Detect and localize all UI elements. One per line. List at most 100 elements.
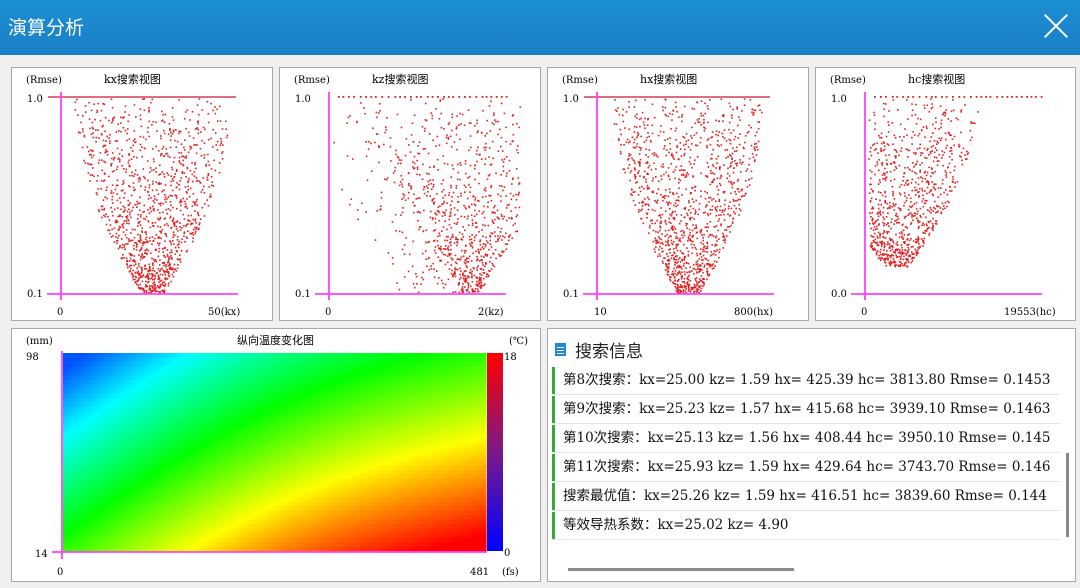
scatter-point <box>135 263 137 265</box>
scatter-point <box>436 193 438 195</box>
scatter-point <box>480 248 482 251</box>
scatter-point <box>192 201 195 203</box>
horizontal-scrollbar[interactable] <box>568 568 794 571</box>
scatter-point <box>751 153 754 155</box>
scatter-point <box>394 213 397 216</box>
scatter-point <box>722 232 724 235</box>
scatter-point <box>910 182 913 184</box>
scatter-point <box>652 177 655 180</box>
scatter-point <box>683 136 686 139</box>
scatter-point <box>113 227 116 229</box>
scatter-point <box>176 220 179 222</box>
scatter-point <box>890 255 892 257</box>
scatter-point <box>680 267 683 270</box>
scatter-point <box>482 247 485 250</box>
scatter-point <box>700 124 703 126</box>
scatter-point <box>484 195 487 198</box>
scatter-point <box>871 206 874 208</box>
scatter-point <box>422 163 424 166</box>
scatter-point <box>685 291 687 294</box>
scatter-point <box>442 196 445 199</box>
conductivity-row[interactable]: 等效导热系数：kx=25.02 kz= 4.90 <box>552 512 1060 539</box>
scatter-point <box>453 222 456 225</box>
scatter-point <box>910 237 912 240</box>
scatter-point <box>113 169 115 172</box>
search-result-row[interactable]: 第10次搜索：kx=25.13 kz= 1.56 hx= 408.44 hc= … <box>552 425 1060 452</box>
scatter-point <box>130 194 133 197</box>
scatter-point <box>458 283 460 285</box>
scatter-point <box>158 236 160 238</box>
scatter-point <box>466 266 468 269</box>
scatter-point <box>137 278 140 280</box>
scatter-point <box>447 278 450 281</box>
search-result-row[interactable]: 第11次搜索：kx=25.93 kz= 1.59 hx= 429.64 hc= … <box>552 454 1060 481</box>
scatter-point <box>410 186 413 189</box>
scatter-point <box>487 241 489 244</box>
search-result-row[interactable]: 第9次搜索：kx=25.23 kz= 1.57 hx= 415.68 hc= 3… <box>552 396 1060 423</box>
scatter-point <box>877 183 880 185</box>
scatter-point <box>709 263 712 266</box>
scatter-point <box>666 266 669 269</box>
scatter-point <box>684 169 686 172</box>
best-result-row[interactable]: 搜索最优值：kx=25.26 kz= 1.59 hx= 416.51 hc= 3… <box>552 483 1060 510</box>
scatter-point <box>1011 96 1013 98</box>
scatter-point <box>193 203 196 205</box>
scatter-point <box>700 114 703 117</box>
scatter-point <box>899 136 901 138</box>
scatter-point <box>903 205 905 207</box>
scatter-point <box>667 273 670 276</box>
scatter-point <box>895 249 897 251</box>
scatter-point <box>871 245 874 247</box>
scatter-point <box>439 99 442 101</box>
scatter-point <box>140 239 142 241</box>
scatter-point <box>641 205 644 207</box>
scatter-point <box>663 173 665 176</box>
scatter-point <box>413 286 416 289</box>
scatter-point <box>934 207 936 210</box>
scatter-point <box>131 239 134 242</box>
scatter-point <box>180 152 183 154</box>
scatter-point <box>416 168 419 170</box>
scatter-point <box>757 121 760 123</box>
scatter-point <box>932 160 935 163</box>
scatter-point <box>891 254 893 256</box>
scatter-point <box>902 252 904 254</box>
scatter-point <box>383 143 385 146</box>
scatter-point <box>507 239 510 242</box>
scatter-point <box>678 169 681 172</box>
scatter-point <box>685 267 687 269</box>
search-result-row[interactable]: 第8次搜索：kx=25.00 kz= 1.59 hx= 425.39 hc= 3… <box>552 367 1060 394</box>
scatter-point <box>637 211 640 213</box>
scatter-point <box>701 234 703 236</box>
scatter-point <box>434 252 437 254</box>
scatter-point <box>661 260 664 263</box>
scatter-point <box>923 202 926 205</box>
scatter-point <box>176 250 178 253</box>
scatter-point <box>738 203 740 206</box>
scatter-point <box>758 104 761 106</box>
scatter-point <box>742 155 745 157</box>
scatter-point <box>171 116 174 118</box>
scatter-point <box>365 96 367 98</box>
scatter-point <box>419 226 422 228</box>
scatter-point <box>425 102 427 105</box>
scatter-point <box>679 250 682 252</box>
scatter-point <box>900 231 903 233</box>
scatter-point <box>411 265 414 268</box>
close-icon[interactable] <box>1042 12 1070 40</box>
scatter-point <box>115 184 118 187</box>
scatter-point <box>130 239 132 242</box>
scatter-point <box>149 171 151 173</box>
scatter-point <box>147 191 149 193</box>
scatter-point <box>376 133 379 135</box>
scatter-point <box>508 159 511 162</box>
scatter-point <box>209 195 211 198</box>
vertical-scrollbar[interactable] <box>1066 453 1069 537</box>
scatter-point <box>690 212 692 214</box>
scatter-point <box>458 278 461 281</box>
scatter-point <box>462 272 464 275</box>
scatter-point <box>149 252 152 254</box>
scatter-point <box>474 287 477 290</box>
scatter-point <box>497 217 499 219</box>
scatter-point <box>882 141 885 143</box>
